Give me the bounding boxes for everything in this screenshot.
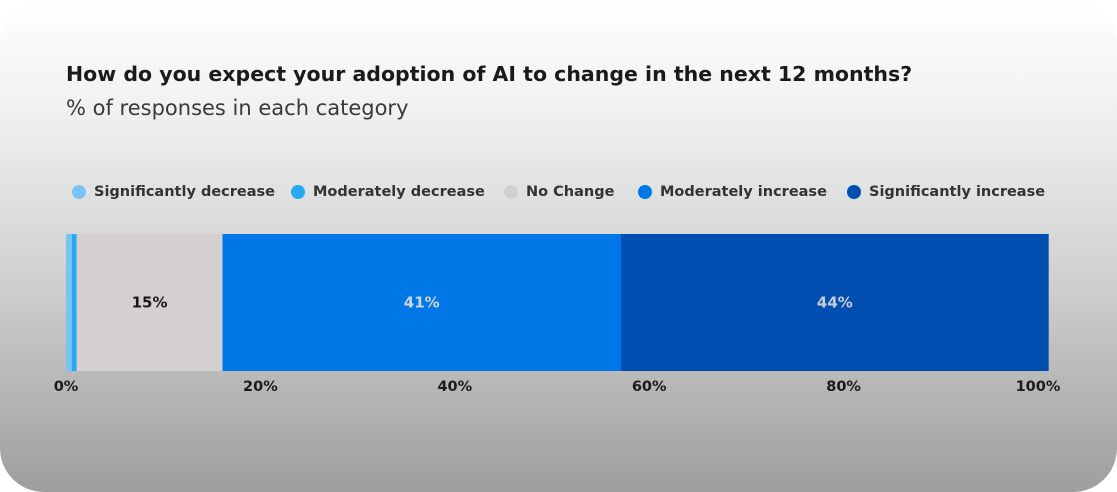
legend-label-significantly-decrease: Significantly decrease (94, 184, 275, 200)
bar-segment-no-change (76, 234, 223, 371)
x-tick-label: 80% (826, 379, 861, 395)
x-tick-label: 100% (1016, 379, 1061, 395)
legend-item-significantly-decrease: Significantly decrease (72, 184, 275, 200)
x-tick-label: 60% (632, 379, 667, 395)
legend-label-significantly-increase: Significantly increase (869, 184, 1046, 200)
data-label-moderately-increase: 41% (404, 294, 440, 312)
bar-segment-moderately-decrease (71, 234, 77, 371)
chart-subtitle: % of responses in each category (66, 96, 409, 120)
x-tick-label: 40% (437, 379, 472, 395)
bar-segment-moderately-increase (222, 234, 622, 371)
bar-segment-significantly-increase (621, 234, 1049, 371)
legend-item-moderately-decrease: Moderately decrease (291, 184, 485, 200)
legend-swatch-no-change (504, 185, 518, 199)
chart-title: How do you expect your adoption of AI to… (66, 62, 913, 86)
legend-item-significantly-increase: Significantly increase (847, 184, 1045, 200)
legend-label-moderately-increase: Moderately increase (660, 184, 827, 200)
legend-swatch-significantly-increase (847, 185, 861, 199)
bar-segment-significantly-decrease (66, 234, 72, 371)
legend-label-no-change: No Change (526, 184, 615, 200)
legend-item-moderately-increase: Moderately increase (638, 184, 827, 200)
data-label-significantly-increase: 44% (817, 294, 853, 312)
x-tick-label: 0% (54, 379, 79, 395)
x-tick-label: 20% (243, 379, 278, 395)
legend-swatch-moderately-increase (638, 185, 652, 199)
data-label-no-change: 15% (132, 294, 168, 312)
legend-swatch-moderately-decrease (291, 185, 305, 199)
legend-label-moderately-decrease: Moderately decrease (313, 184, 485, 200)
legend-swatch-significantly-decrease (72, 185, 86, 199)
legend-item-no-change: No Change (504, 184, 614, 200)
